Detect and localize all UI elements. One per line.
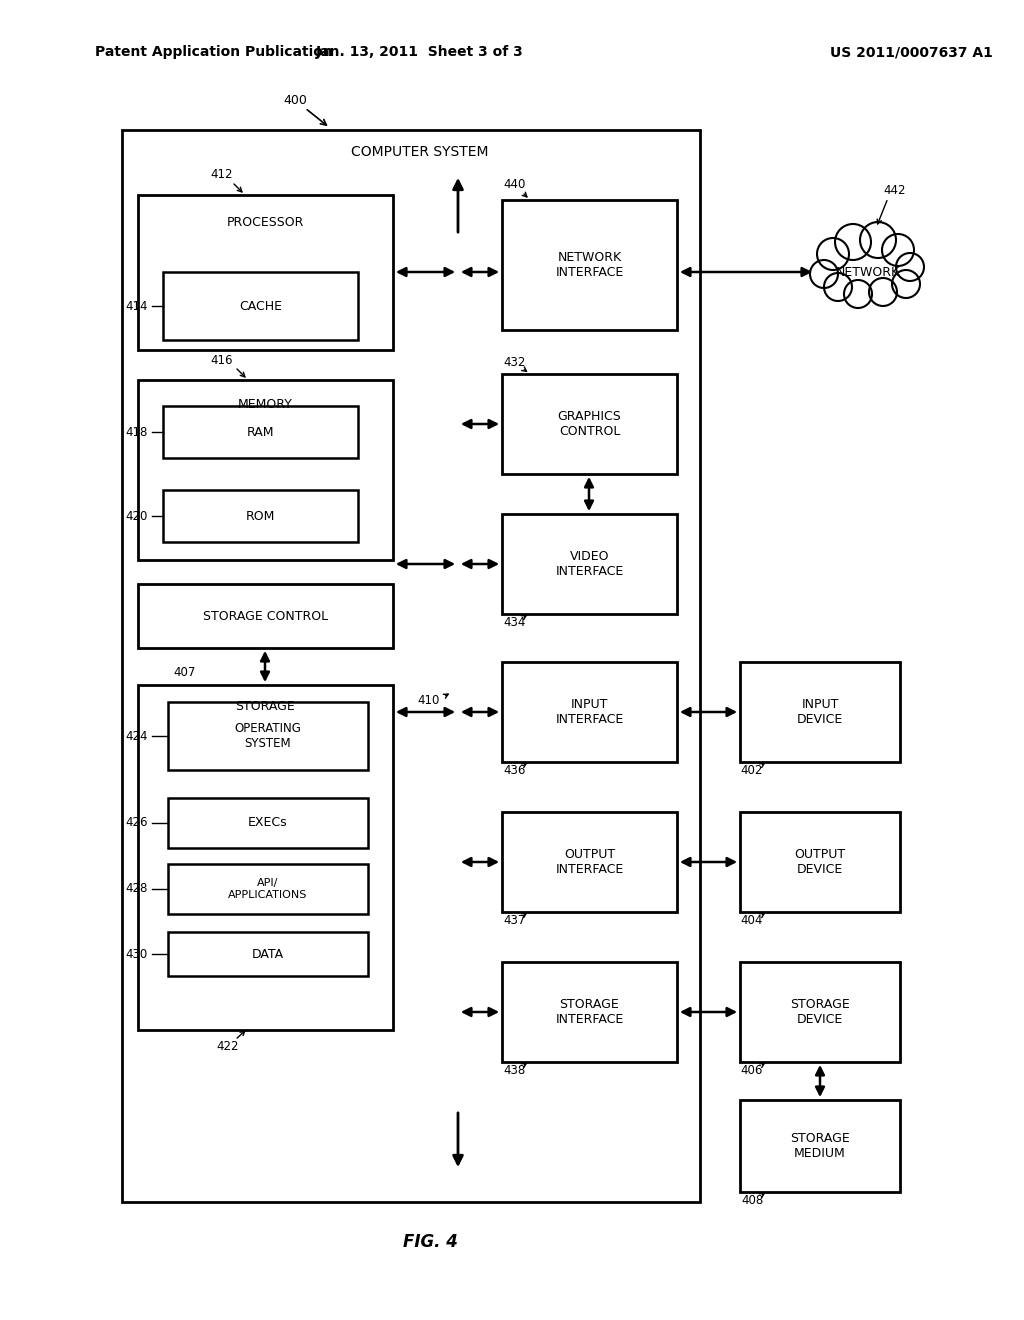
Text: 400: 400: [283, 94, 307, 107]
Text: DATA: DATA: [252, 948, 284, 961]
Circle shape: [823, 227, 913, 317]
Bar: [163, 272, 358, 341]
Text: NETWORK
INTERFACE: NETWORK INTERFACE: [555, 251, 624, 279]
Text: CACHE: CACHE: [239, 300, 282, 313]
Circle shape: [892, 271, 920, 298]
Circle shape: [882, 234, 914, 267]
Text: EXECs: EXECs: [248, 817, 288, 829]
Bar: [740, 663, 900, 762]
Text: 422: 422: [217, 1040, 240, 1053]
Bar: [138, 685, 393, 1030]
Text: 404: 404: [740, 913, 763, 927]
Bar: [502, 962, 677, 1063]
Text: INPUT
INTERFACE: INPUT INTERFACE: [555, 698, 624, 726]
Text: 437: 437: [504, 913, 526, 927]
Text: 438: 438: [504, 1064, 526, 1077]
Text: PROCESSOR: PROCESSOR: [226, 216, 304, 230]
Text: 412: 412: [211, 169, 233, 181]
Text: 434: 434: [504, 615, 526, 628]
Bar: [163, 490, 358, 543]
Text: API/
APPLICATIONS: API/ APPLICATIONS: [228, 878, 307, 900]
Text: COMPUTER SYSTEM: COMPUTER SYSTEM: [351, 145, 488, 158]
Bar: [138, 583, 393, 648]
Bar: [740, 962, 900, 1063]
Circle shape: [817, 238, 849, 271]
Text: 410: 410: [418, 693, 440, 706]
Bar: [168, 932, 368, 975]
Text: INPUT
DEVICE: INPUT DEVICE: [797, 698, 843, 726]
Circle shape: [869, 279, 897, 306]
Circle shape: [835, 224, 871, 260]
Circle shape: [844, 280, 872, 308]
Circle shape: [824, 273, 852, 301]
Text: 440: 440: [504, 178, 526, 191]
Circle shape: [810, 260, 838, 288]
Text: FIG. 4: FIG. 4: [402, 1233, 458, 1251]
Bar: [502, 513, 677, 614]
Text: STORAGE
INTERFACE: STORAGE INTERFACE: [555, 998, 624, 1026]
Bar: [138, 380, 393, 560]
Text: GRAPHICS
CONTROL: GRAPHICS CONTROL: [558, 411, 622, 438]
Text: STORAGE: STORAGE: [236, 701, 295, 714]
Text: 420: 420: [126, 510, 148, 523]
Text: 426: 426: [126, 817, 148, 829]
Text: OUTPUT
INTERFACE: OUTPUT INTERFACE: [555, 847, 624, 876]
Text: 418: 418: [126, 425, 148, 438]
Text: OPERATING
SYSTEM: OPERATING SYSTEM: [234, 722, 301, 750]
Text: 406: 406: [740, 1064, 763, 1077]
Text: 414: 414: [126, 300, 148, 313]
Text: 430: 430: [126, 948, 148, 961]
Text: ROM: ROM: [246, 510, 275, 523]
Bar: [168, 799, 368, 847]
Bar: [122, 129, 700, 1203]
Text: OUTPUT
DEVICE: OUTPUT DEVICE: [795, 847, 846, 876]
Bar: [168, 865, 368, 913]
Text: RAM: RAM: [247, 425, 274, 438]
Text: 436: 436: [504, 763, 526, 776]
Text: 416: 416: [211, 354, 233, 367]
Text: NETWORK: NETWORK: [836, 265, 900, 279]
Text: STORAGE
DEVICE: STORAGE DEVICE: [791, 998, 850, 1026]
Bar: [138, 195, 393, 350]
Bar: [502, 374, 677, 474]
Bar: [502, 201, 677, 330]
Bar: [502, 663, 677, 762]
Text: 428: 428: [126, 883, 148, 895]
Bar: [740, 812, 900, 912]
Text: 408: 408: [741, 1193, 763, 1206]
Circle shape: [860, 222, 896, 257]
Text: Patent Application Publication: Patent Application Publication: [95, 45, 333, 59]
Text: 442: 442: [884, 183, 906, 197]
Text: STORAGE
MEDIUM: STORAGE MEDIUM: [791, 1133, 850, 1160]
Circle shape: [896, 253, 924, 281]
Bar: [163, 407, 358, 458]
Text: MEMORY: MEMORY: [238, 397, 293, 411]
Bar: [168, 702, 368, 770]
Bar: [740, 1100, 900, 1192]
Text: 402: 402: [740, 763, 763, 776]
Text: 424: 424: [126, 730, 148, 742]
Text: 432: 432: [504, 355, 526, 368]
Bar: [502, 812, 677, 912]
Text: US 2011/0007637 A1: US 2011/0007637 A1: [830, 45, 993, 59]
Text: STORAGE CONTROL: STORAGE CONTROL: [203, 610, 328, 623]
Text: Jan. 13, 2011  Sheet 3 of 3: Jan. 13, 2011 Sheet 3 of 3: [316, 45, 524, 59]
Text: 407: 407: [174, 665, 197, 678]
Text: VIDEO
INTERFACE: VIDEO INTERFACE: [555, 550, 624, 578]
